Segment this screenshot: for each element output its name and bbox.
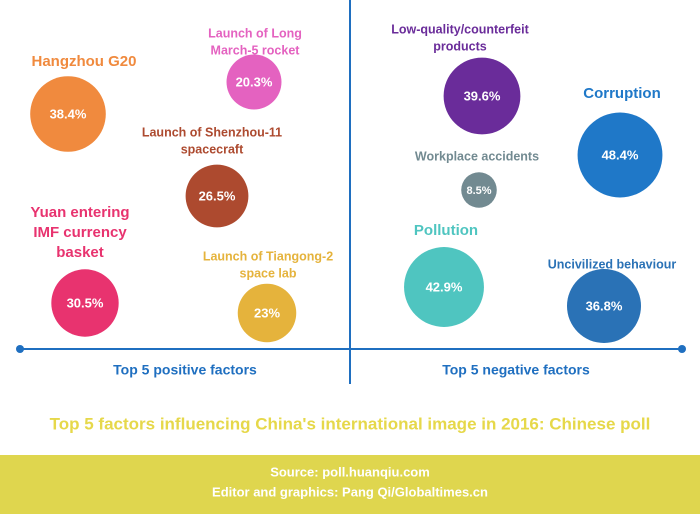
factor-label: spacecraft — [181, 142, 244, 156]
footer-source: Source: poll.huanqiu.com — [270, 464, 430, 479]
factor-label: Launch of Tiangong-2 — [203, 249, 333, 263]
value-label: 8.5% — [466, 185, 491, 197]
factor-label: basket — [56, 244, 104, 261]
bubble — [443, 57, 521, 135]
factor-label: Yuan entering — [30, 204, 129, 221]
bubble — [51, 269, 119, 337]
main-title: Top 5 factors influencing China's intern… — [50, 414, 651, 433]
bubble — [461, 172, 497, 208]
bubble — [30, 76, 106, 152]
bubble — [577, 112, 663, 198]
factor-label: products — [433, 39, 487, 53]
bubble — [566, 268, 642, 344]
panel-title: Top 5 negative factors — [442, 362, 590, 378]
value-label: 39.6% — [464, 88, 501, 103]
factor-label: Hangzhou G20 — [31, 53, 136, 70]
panel-title: Top 5 positive factors — [113, 362, 257, 378]
bubble — [185, 164, 249, 228]
factor-label: March-5 rocket — [211, 43, 301, 57]
value-label: 20.3% — [236, 74, 273, 89]
value-label: 36.8% — [586, 298, 623, 313]
value-label: 26.5% — [199, 188, 236, 203]
bubble — [404, 247, 484, 327]
value-label: 23% — [254, 305, 280, 320]
factor-label: Low-quality/counterfeit — [391, 22, 529, 36]
value-label: 42.9% — [426, 279, 463, 294]
value-label: 48.4% — [602, 147, 639, 162]
factor-label: Launch of Long — [208, 26, 302, 40]
factor-label: Workplace accidents — [415, 149, 539, 163]
factor-label: Corruption — [583, 85, 660, 102]
bubble — [237, 283, 297, 343]
factor-label: IMF currency — [33, 224, 127, 241]
value-label: 38.4% — [50, 106, 87, 121]
footer-band — [0, 455, 700, 514]
factor-label: Uncivilized behaviour — [548, 257, 677, 271]
bubble — [226, 54, 282, 110]
footer-credit: Editor and graphics: Pang Qi/Globaltimes… — [212, 484, 488, 499]
factor-label: Launch of Shenzhou-11 — [142, 125, 282, 139]
value-label: 30.5% — [67, 295, 104, 310]
factor-label: Pollution — [414, 222, 478, 239]
factor-label: space lab — [240, 266, 297, 280]
baseline-dot — [16, 345, 24, 353]
baseline-dot — [678, 345, 686, 353]
